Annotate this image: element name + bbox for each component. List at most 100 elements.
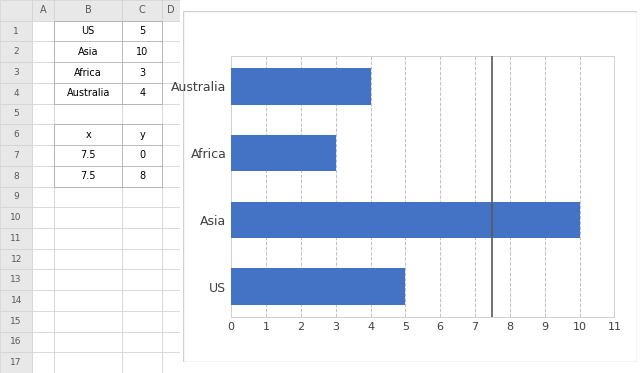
Bar	[33, 332, 54, 352]
Bar	[122, 41, 162, 62]
Bar	[162, 207, 180, 228]
Bar	[0, 332, 33, 352]
Bar	[54, 249, 122, 269]
Text: 10: 10	[10, 213, 22, 222]
Bar	[54, 186, 122, 207]
Bar	[0, 186, 33, 207]
Bar	[54, 207, 122, 228]
Bar	[122, 83, 162, 104]
Bar	[122, 269, 162, 290]
Bar	[0, 83, 33, 104]
Bar	[33, 207, 54, 228]
Bar	[0, 207, 33, 228]
Bar	[33, 228, 54, 249]
Text: 6: 6	[13, 130, 19, 139]
Bar	[54, 228, 122, 249]
Text: Asia: Asia	[78, 47, 99, 57]
Bar	[162, 83, 180, 104]
Bar	[33, 352, 54, 373]
Text: 7: 7	[13, 151, 19, 160]
Bar	[162, 145, 180, 166]
Bar	[33, 145, 54, 166]
Bar	[33, 269, 54, 290]
Bar	[162, 104, 180, 124]
Bar	[162, 62, 180, 83]
Bar	[33, 249, 54, 269]
Text: 5: 5	[13, 109, 19, 119]
Bar	[162, 249, 180, 269]
Bar	[33, 21, 54, 41]
Bar	[0, 249, 33, 269]
Text: 13: 13	[10, 275, 22, 284]
Text: C: C	[139, 5, 145, 15]
Text: 4: 4	[139, 88, 145, 98]
Bar	[54, 124, 162, 186]
Text: A: A	[40, 5, 47, 15]
Bar	[0, 290, 33, 311]
Bar	[231, 68, 371, 104]
Bar	[122, 290, 162, 311]
Bar	[122, 332, 162, 352]
Bar	[0, 352, 33, 373]
Bar	[122, 104, 162, 124]
Bar	[0, 0, 33, 21]
Bar	[54, 145, 122, 166]
Bar	[162, 269, 180, 290]
Bar	[33, 186, 54, 207]
Bar	[33, 0, 54, 21]
Bar	[0, 21, 33, 41]
Bar	[54, 0, 122, 21]
Bar	[122, 249, 162, 269]
Text: D: D	[167, 5, 175, 15]
Bar	[162, 186, 180, 207]
Bar	[162, 124, 180, 145]
Bar	[122, 145, 162, 166]
Bar	[162, 352, 180, 373]
Bar	[122, 352, 162, 373]
Text: 16: 16	[10, 338, 22, 347]
Bar	[33, 62, 54, 83]
Text: 3: 3	[13, 68, 19, 77]
Bar	[122, 124, 162, 145]
Text: 10: 10	[136, 47, 148, 57]
Bar	[54, 290, 122, 311]
Bar	[0, 41, 33, 62]
Bar	[33, 311, 54, 332]
Bar	[122, 21, 162, 41]
Bar	[0, 62, 33, 83]
Text: x: x	[85, 130, 91, 140]
Bar	[54, 83, 122, 104]
Text: Australia: Australia	[67, 88, 110, 98]
Bar	[231, 201, 580, 238]
Bar	[162, 228, 180, 249]
Bar	[54, 124, 122, 145]
Text: 7.5: 7.5	[81, 171, 96, 181]
Bar	[33, 41, 54, 62]
Bar	[0, 166, 33, 186]
Bar	[122, 228, 162, 249]
Bar	[0, 228, 33, 249]
Text: 0: 0	[139, 150, 145, 160]
Bar	[54, 166, 122, 186]
Text: 14: 14	[10, 296, 22, 305]
Bar	[54, 332, 122, 352]
Text: 1: 1	[13, 26, 19, 35]
Bar	[162, 290, 180, 311]
Text: 15: 15	[10, 317, 22, 326]
Bar	[33, 104, 54, 124]
Text: 8: 8	[13, 172, 19, 181]
Bar	[54, 269, 122, 290]
Bar	[0, 104, 33, 124]
Text: 2: 2	[13, 47, 19, 56]
Text: 12: 12	[10, 254, 22, 264]
Text: 9: 9	[13, 192, 19, 201]
Bar	[33, 124, 54, 145]
Legend: Region, Line: Region, Line	[346, 372, 500, 373]
Bar	[54, 352, 122, 373]
Bar	[0, 311, 33, 332]
Bar	[231, 135, 336, 172]
Text: 4: 4	[13, 89, 19, 98]
Bar	[54, 21, 122, 41]
Text: Africa: Africa	[74, 68, 102, 78]
Bar	[122, 0, 162, 21]
